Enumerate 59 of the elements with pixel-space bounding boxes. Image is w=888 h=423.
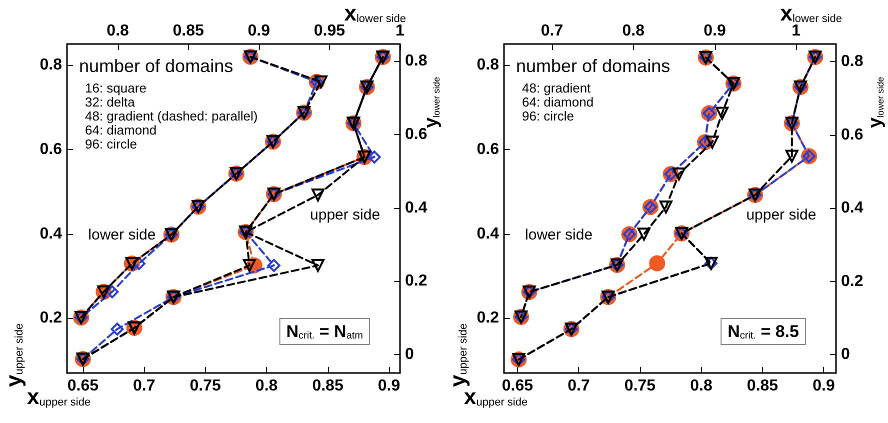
x-tick-label: 0.9 — [812, 378, 835, 394]
x-tick-label: 0.65 — [502, 378, 534, 394]
y-axis-title: yupper side — [1, 323, 26, 387]
x-tick-label: 0.85 — [312, 378, 344, 394]
annotation: number of domains — [516, 56, 670, 76]
y-tick-label: 0.8 — [40, 56, 62, 74]
x-tick-label: 0.75 — [624, 378, 656, 394]
annotation: 64: diamond — [522, 94, 594, 110]
y-tick-label: 0.8 — [476, 56, 500, 74]
x-tick-label: 0.7 — [540, 22, 564, 40]
x-axis-title: xlower side — [344, 0, 406, 26]
x-tick-label: 0.7 — [133, 378, 156, 394]
x-tick-label: 0.7 — [568, 378, 590, 394]
y-tick-label: 0.8 — [405, 52, 428, 70]
y-tick-label: 0.4 — [405, 199, 428, 216]
x-tick-label: 0.85 — [172, 22, 204, 40]
annotation: number of domains — [79, 56, 234, 76]
x-tick-label: 0.75 — [190, 378, 222, 394]
y-axis-title: ylower side — [421, 76, 442, 128]
x-tick-label: 0.9 — [378, 378, 400, 394]
x-tick-label: 1 — [396, 22, 405, 40]
y-tick-label: 0.4 — [476, 225, 500, 242]
annotation: 16: square — [85, 80, 146, 96]
x-tick-label: 1 — [792, 22, 801, 40]
x-axis-title: xlower side — [780, 0, 842, 26]
y-tick-label: 0.2 — [841, 272, 864, 290]
x-tick-label: 0.8 — [106, 22, 130, 40]
annotation: 32: delta — [85, 94, 136, 110]
y-tick-label: 0.8 — [841, 53, 864, 70]
annotation: 96: circle — [522, 108, 574, 124]
y-tick-label: 0.6 — [40, 140, 62, 158]
x-tick-label: 0.65 — [67, 378, 99, 394]
annotation: 48: gradient (dashed: parallel) — [85, 108, 258, 124]
y-tick-label: 0.6 — [405, 126, 428, 143]
x-tick-label: 0.95 — [314, 22, 346, 40]
x-tick-label: 0.9 — [704, 22, 726, 40]
x-tick-label: 0.85 — [746, 378, 778, 394]
annotation: upper side — [310, 206, 380, 224]
y-tick-label: 0.2 — [40, 310, 62, 327]
y-axis-title: ylower side — [865, 76, 886, 128]
x-tick-label: 0.8 — [690, 378, 712, 394]
annotation: upper side — [746, 206, 816, 224]
annotation: 64: diamond — [85, 122, 157, 138]
annotation: lower side — [525, 226, 593, 244]
annotation: 96: circle — [85, 136, 138, 152]
y-tick-label: 0.2 — [476, 310, 500, 327]
y-tick-label: 0 — [405, 346, 414, 364]
y-tick-label: 0.4 — [40, 225, 62, 242]
y-tick-label: 0 — [841, 346, 850, 364]
y-axis-title: yupper side — [445, 323, 470, 387]
x-tick-label: 0.9 — [248, 22, 270, 40]
y-tick-label: 0.2 — [405, 272, 428, 290]
x-tick-label: 0.8 — [622, 22, 645, 40]
y-tick-label: 0.6 — [476, 140, 500, 158]
y-tick-label: 0.4 — [841, 200, 864, 217]
y-tick-label: 0.6 — [841, 126, 864, 144]
annotation: lower side — [88, 226, 156, 244]
annotation: 48: gradient — [522, 80, 592, 96]
x-tick-label: 0.8 — [255, 378, 278, 394]
